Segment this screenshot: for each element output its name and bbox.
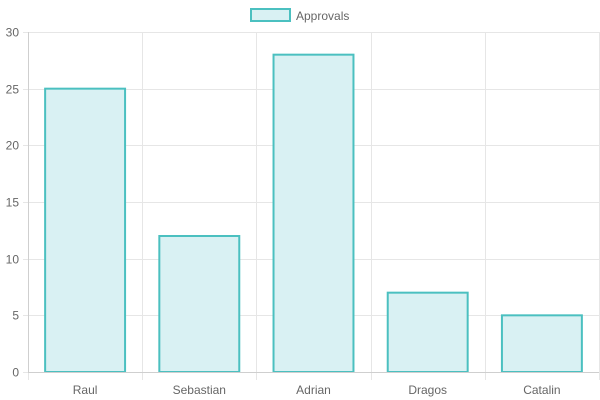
- x-tick-label: Sebastian: [173, 383, 226, 397]
- bar-catalin[interactable]: [500, 314, 583, 374]
- x-tick-label: Catalin: [523, 383, 560, 397]
- x-axis-ticks: Raul Sebastian Adrian Dragos Catalin: [73, 383, 561, 397]
- legend-swatch-approvals[interactable]: [250, 8, 291, 22]
- bar-sebastian[interactable]: [158, 235, 241, 373]
- legend[interactable]: Approvals: [250, 8, 349, 23]
- y-tick-label: 25: [6, 83, 20, 97]
- bar-adrian[interactable]: [272, 53, 355, 374]
- bars: [44, 53, 583, 374]
- axes: [28, 32, 599, 373]
- x-tick-label: Dragos: [408, 383, 447, 397]
- y-tick-label: 20: [6, 139, 20, 153]
- bar-dragos[interactable]: [386, 291, 469, 373]
- y-tick-label: 5: [12, 309, 19, 323]
- y-tick-label: 0: [12, 366, 19, 380]
- y-tick-label: 10: [6, 253, 20, 267]
- x-tick-label: Raul: [73, 383, 98, 397]
- y-axis-ticks: 0 5 10 15 20 25 30: [6, 26, 20, 380]
- y-tick-label: 15: [6, 196, 20, 210]
- bar-raul[interactable]: [44, 87, 127, 374]
- x-tick-label: Adrian: [296, 383, 331, 397]
- y-tick-label: 30: [6, 26, 20, 40]
- legend-label-approvals[interactable]: Approvals: [296, 9, 349, 23]
